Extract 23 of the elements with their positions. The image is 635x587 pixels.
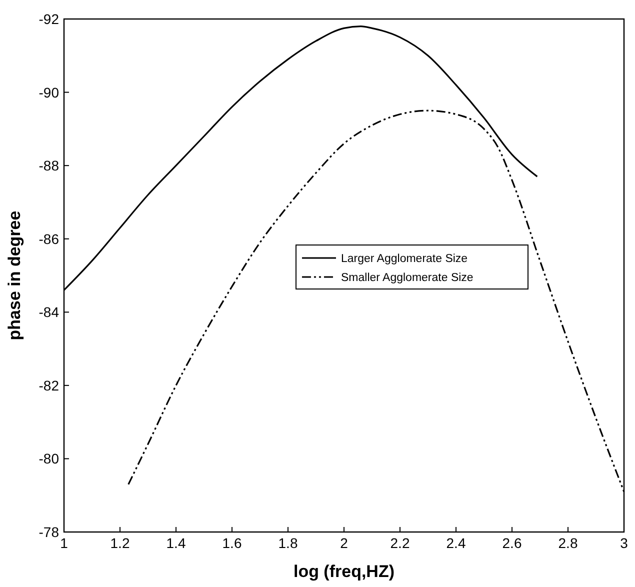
y-tick-label: -86: [38, 230, 60, 247]
y-tick-label: -78: [38, 524, 60, 540]
y-tick-label: -88: [38, 158, 60, 174]
legend-label: Larger Agglomerate Size: [341, 253, 468, 265]
y-axis-title: phase in degree: [5, 210, 24, 340]
x-tick-label: 2.6: [502, 535, 522, 551]
x-tick-label: 2.8: [558, 535, 578, 551]
x-tick-label: 1.2: [110, 535, 130, 551]
x-tick-label: 2.4: [446, 535, 466, 551]
x-tick-label: 3: [620, 535, 628, 551]
x-tick-label: 1.6: [222, 535, 242, 551]
x-tick-label: 2.2: [390, 535, 410, 551]
x-axis-title: log (freq,HZ): [293, 562, 395, 581]
y-tick-label: -84: [38, 304, 60, 320]
x-tick-label: 1.4: [166, 535, 186, 551]
y-tick-label: -82: [38, 377, 60, 394]
x-tick-label: 1.8: [278, 535, 298, 551]
legend-label: Smaller Agglomerate Size: [341, 272, 474, 284]
y-tick-label: -80: [38, 450, 60, 467]
x-tick-label: 2: [340, 535, 348, 551]
y-tick-label: -92: [38, 11, 60, 27]
x-tick-label: 1: [60, 535, 68, 551]
y-tick-label: -90: [38, 84, 60, 100]
